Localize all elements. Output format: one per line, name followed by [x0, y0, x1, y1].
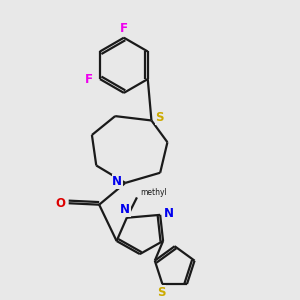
- Text: N: N: [112, 175, 122, 188]
- Text: F: F: [85, 73, 93, 85]
- Text: methyl: methyl: [140, 188, 167, 197]
- Text: S: S: [155, 111, 164, 124]
- Text: N: N: [120, 203, 130, 216]
- Text: F: F: [120, 22, 128, 35]
- Text: O: O: [56, 197, 65, 210]
- Text: N: N: [164, 207, 174, 220]
- Text: S: S: [157, 286, 165, 299]
